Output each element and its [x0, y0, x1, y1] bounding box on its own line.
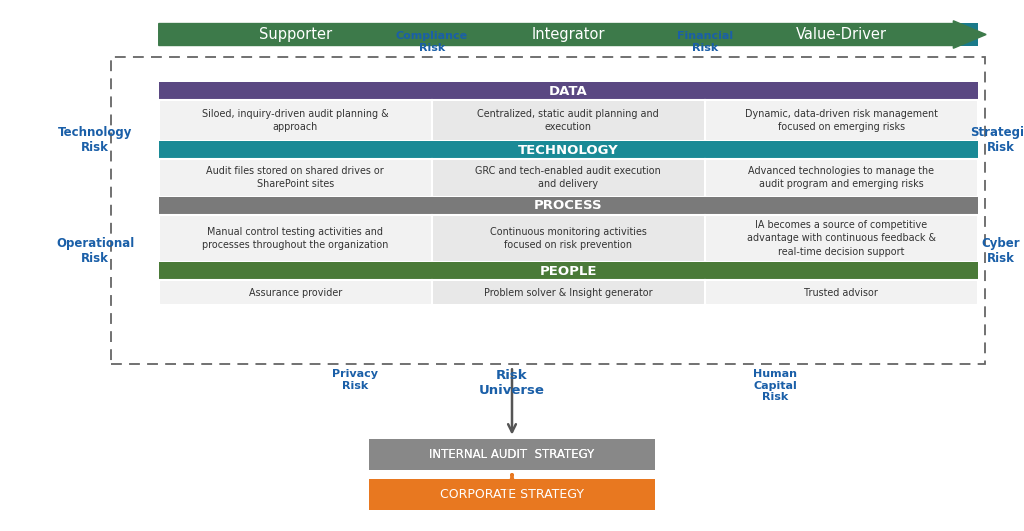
Text: IA becomes a source of competitive
advantage with continuous feedback &
real-tim: IA becomes a source of competitive advan… [746, 220, 936, 256]
Bar [159, 215, 432, 262]
Text: Continuous monitoring activities
focused on risk prevention: Continuous monitoring activities focused… [489, 227, 647, 250]
Bar [369, 479, 655, 510]
Bar [432, 280, 705, 305]
Text: Trusted advisor: Trusted advisor [805, 288, 879, 297]
Bar [705, 100, 978, 141]
Text: PROCESS: PROCESS [534, 199, 603, 212]
Text: Privacy
Risk: Privacy Risk [333, 369, 379, 391]
Text: Compliance
Risk: Compliance Risk [395, 31, 468, 53]
Text: Supporter: Supporter [259, 27, 332, 42]
Text: Problem solver & Insight generator: Problem solver & Insight generator [484, 288, 652, 297]
Bar [705, 215, 978, 262]
Text: Technology
Risk: Technology Risk [58, 126, 132, 153]
Bar [159, 22, 978, 47]
Text: Value-Driver: Value-Driver [796, 27, 887, 42]
Text: Integrator: Integrator [531, 27, 605, 42]
Bar [432, 215, 705, 262]
Text: Dynamic, data-driven risk management
focused on emerging risks: Dynamic, data-driven risk management foc… [744, 109, 938, 132]
Text: CORPORATE STRATEGY: CORPORATE STRATEGY [440, 488, 584, 501]
Text: Operational
Risk: Operational Risk [56, 237, 134, 265]
Bar [159, 159, 432, 197]
Text: INTERNAL AUDIT  STRATEGY: INTERNAL AUDIT STRATEGY [429, 448, 595, 461]
Text: Advanced technologies to manage the
audit program and emerging risks: Advanced technologies to manage the audi… [749, 166, 934, 190]
Bar [159, 197, 978, 215]
Text: DATA: DATA [549, 84, 588, 98]
Text: Financial
Risk: Financial Risk [677, 31, 733, 53]
Text: Siloed, inquiry-driven audit planning &
approach: Siloed, inquiry-driven audit planning & … [202, 109, 388, 132]
Bar [705, 280, 978, 305]
Text: Centralized, static audit planning and
execution: Centralized, static audit planning and e… [477, 109, 659, 132]
Text: Human
Capital
Risk: Human Capital Risk [754, 369, 798, 402]
Text: Strategic
Risk: Strategic Risk [970, 126, 1024, 153]
Text: PEOPLE: PEOPLE [540, 264, 597, 278]
Text: Audit files stored on shared drives or
SharePoint sites: Audit files stored on shared drives or S… [207, 166, 384, 190]
Text: INTERNAL AUDIT  STRATEGY: INTERNAL AUDIT STRATEGY [429, 448, 595, 461]
Text: Cyber
Risk: Cyber Risk [981, 237, 1020, 265]
Bar [159, 82, 978, 100]
Bar [432, 159, 705, 197]
Text: TECHNOLOGY: TECHNOLOGY [518, 143, 618, 157]
Bar [159, 280, 432, 305]
Bar [159, 262, 978, 280]
Bar [159, 100, 432, 141]
Bar [369, 439, 655, 470]
Text: Assurance provider: Assurance provider [249, 288, 342, 297]
Bar [432, 100, 705, 141]
FancyArrow shape [159, 21, 986, 48]
Text: Manual control testing activities and
processes throughout the organization: Manual control testing activities and pr… [202, 227, 388, 250]
Text: GRC and tech-enabled audit execution
and delivery: GRC and tech-enabled audit execution and… [475, 166, 662, 190]
Bar [159, 141, 978, 159]
Text: Risk
Universe: Risk Universe [479, 369, 545, 397]
Bar [705, 159, 978, 197]
